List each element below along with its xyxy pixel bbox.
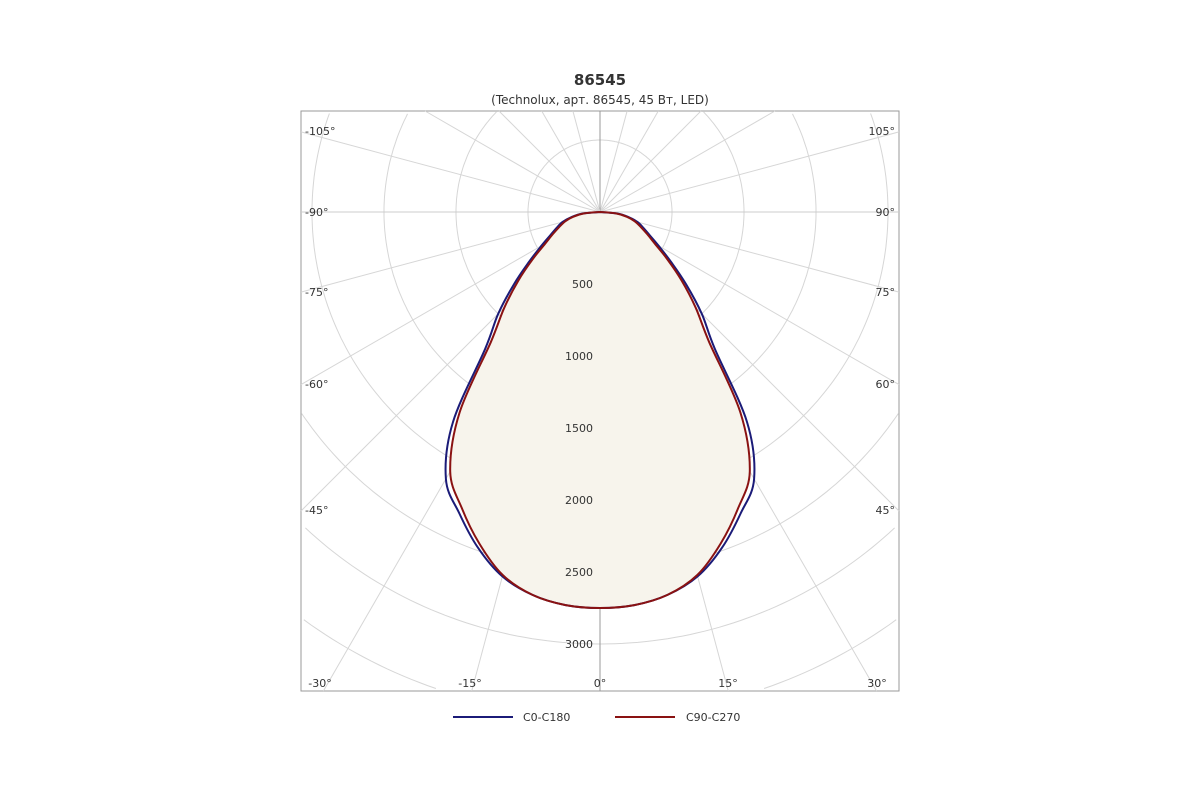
grid-spoke xyxy=(599,131,900,213)
grid-circle xyxy=(763,619,897,689)
radial-tick-label: 1000 xyxy=(565,350,593,363)
angle-label: 60° xyxy=(876,378,896,391)
grid-spoke xyxy=(424,110,601,213)
grid-spoke xyxy=(498,110,601,213)
angle-label: -15° xyxy=(458,677,481,690)
angle-label: -75° xyxy=(305,286,328,299)
grid-circle xyxy=(305,527,601,645)
chart-title: 86545 xyxy=(574,71,626,89)
angle-label: -105° xyxy=(305,125,335,138)
radial-tick-label: 1500 xyxy=(565,422,593,435)
grid-spoke xyxy=(599,110,776,213)
grid-spoke xyxy=(599,110,702,213)
radial-tick-label: 500 xyxy=(572,278,593,291)
angle-label: 75° xyxy=(876,286,896,299)
angle-label: -45° xyxy=(305,504,328,517)
angle-label: -60° xyxy=(305,378,328,391)
angle-label: -30° xyxy=(308,677,331,690)
grid-circle xyxy=(599,527,895,645)
distribution-fill xyxy=(450,212,750,608)
series-curve-c90-c270 xyxy=(449,210,751,610)
curves xyxy=(444,210,756,610)
grid-spoke xyxy=(541,110,601,213)
legend-label-c90: C90-C270 xyxy=(686,711,740,724)
angle-label: 30° xyxy=(867,677,887,690)
angle-labels: -105° 105° -90° 90° -75° 75° -60° 60° -45° 45° -30… xyxy=(305,125,895,690)
angle-label: 105° xyxy=(869,125,896,138)
radial-tick-label: 2000 xyxy=(565,494,593,507)
angle-label: 90° xyxy=(876,206,896,219)
chart-subtitle: (Technolux, арт. 86545, 45 Вт, LED) xyxy=(491,93,709,107)
grid-spoke xyxy=(599,110,628,213)
legend-label-c0: C0-C180 xyxy=(523,711,570,724)
grid-spoke xyxy=(599,110,659,213)
grid-spoke xyxy=(599,211,900,293)
angle-label: 45° xyxy=(876,504,896,517)
grid-circle xyxy=(303,619,437,689)
legend: C0-C180 C90-C270 xyxy=(453,711,740,724)
grid-spoke xyxy=(300,211,601,293)
radial-tick-label: 3000 xyxy=(565,638,593,651)
grid-spoke xyxy=(572,110,601,213)
angle-label: 15° xyxy=(718,677,738,690)
angle-label: 0° xyxy=(594,677,607,690)
radial-tick-labels: 500 1000 1500 2000 2500 3000 xyxy=(565,278,593,651)
angle-label: -90° xyxy=(305,206,328,219)
grid-spoke xyxy=(300,131,601,213)
radial-tick-label: 2500 xyxy=(565,566,593,579)
